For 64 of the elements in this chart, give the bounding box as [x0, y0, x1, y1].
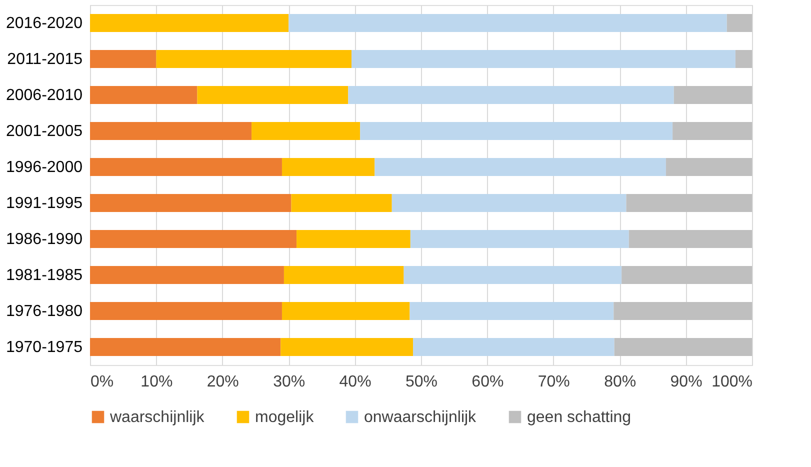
bar: [288, 14, 727, 32]
bar: [626, 194, 752, 212]
bar: [90, 122, 252, 140]
bar: [90, 194, 292, 212]
x-tick-label: 70%: [538, 374, 570, 390]
bar: [674, 86, 752, 104]
y-tick-label: 1986-1990: [6, 231, 83, 248]
bar: [284, 266, 404, 284]
x-tick-label: 40%: [339, 374, 372, 390]
bar: [282, 158, 375, 176]
legend-label: mogelijk: [255, 409, 315, 426]
bar: [90, 14, 289, 32]
y-tick-label: 1970-1975: [6, 339, 83, 356]
y-tick-label: 1996-2000: [6, 159, 83, 176]
bar: [666, 158, 752, 176]
legend-label: waarschijnlijk: [109, 409, 206, 426]
bar: [726, 14, 752, 32]
x-tick-label: 60%: [472, 374, 504, 390]
bar: [90, 338, 281, 356]
bar: [410, 302, 614, 320]
x-tick-label: 30%: [273, 374, 306, 390]
bar: [90, 230, 297, 248]
legend-label: geen schatting: [527, 409, 632, 426]
y-tick-label: 2006-2010: [6, 87, 83, 104]
bar: [614, 338, 752, 356]
bar: [90, 86, 198, 104]
y-tick-label: 1976-1980: [6, 303, 83, 320]
bar: [291, 194, 392, 212]
bar: [252, 122, 360, 140]
bar: [296, 230, 410, 248]
x-tick-label: 100%: [712, 374, 752, 390]
bar: [413, 338, 614, 356]
y-tick-label: 2016-2020: [6, 15, 83, 32]
x-tick-label: 0%: [90, 374, 114, 390]
bar: [628, 230, 752, 248]
bar: [90, 266, 284, 284]
legend-label: onwaarschijnlijk: [364, 409, 478, 426]
bar: [282, 302, 410, 320]
x-tick-label: 90%: [670, 374, 702, 390]
bar: [614, 302, 752, 320]
bar: [672, 122, 752, 140]
bar: [280, 338, 414, 356]
bar: [622, 266, 752, 284]
x-tick-label: 20%: [206, 374, 239, 390]
bar: [156, 50, 352, 68]
y-tick-label: 2001-2005: [6, 123, 83, 140]
bar: [348, 86, 674, 104]
bar: [735, 50, 752, 68]
bar: [404, 266, 622, 284]
bar: [360, 122, 673, 140]
x-tick-label: 80%: [604, 374, 636, 390]
bar: [374, 158, 666, 176]
y-tick-label: 2011-2015: [7, 51, 83, 68]
bar: [197, 86, 348, 104]
y-tick-label: 1981-1985: [6, 267, 83, 284]
y-tick-label: 1991-1995: [6, 195, 83, 212]
bar: [90, 50, 156, 68]
bar: [410, 230, 629, 248]
x-tick-label: 10%: [140, 374, 173, 390]
bar: [392, 194, 626, 212]
bar: [351, 50, 736, 68]
x-tick-label: 50%: [405, 374, 438, 390]
bar: [90, 158, 282, 176]
bar: [90, 302, 282, 320]
